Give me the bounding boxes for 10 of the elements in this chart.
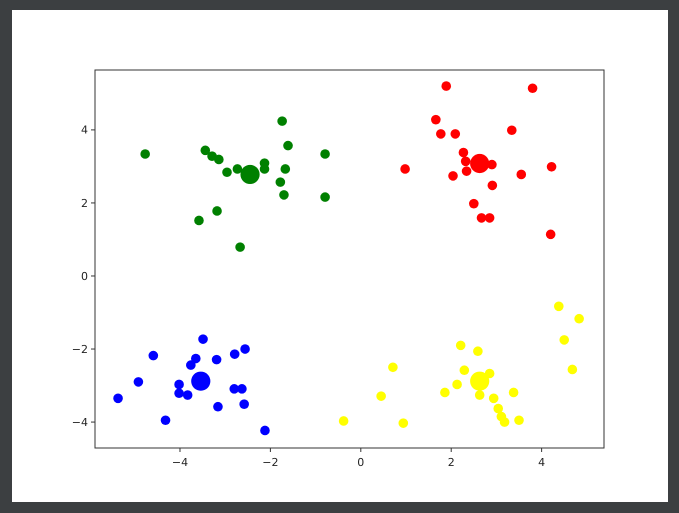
y-tick-label: −2	[72, 342, 88, 356]
x-tick-label: −4	[172, 456, 188, 469]
y-tick-label: −4	[72, 416, 88, 429]
x-tick-label: 4	[538, 456, 546, 469]
y-tick-label: 4	[81, 124, 88, 137]
x-tick-label: 2	[448, 456, 455, 469]
y-tick-label: 0	[81, 270, 88, 283]
x-tick-label: −2	[262, 456, 278, 469]
x-tick-label: 0	[357, 456, 364, 469]
y-tick-label: 2	[81, 196, 88, 210]
